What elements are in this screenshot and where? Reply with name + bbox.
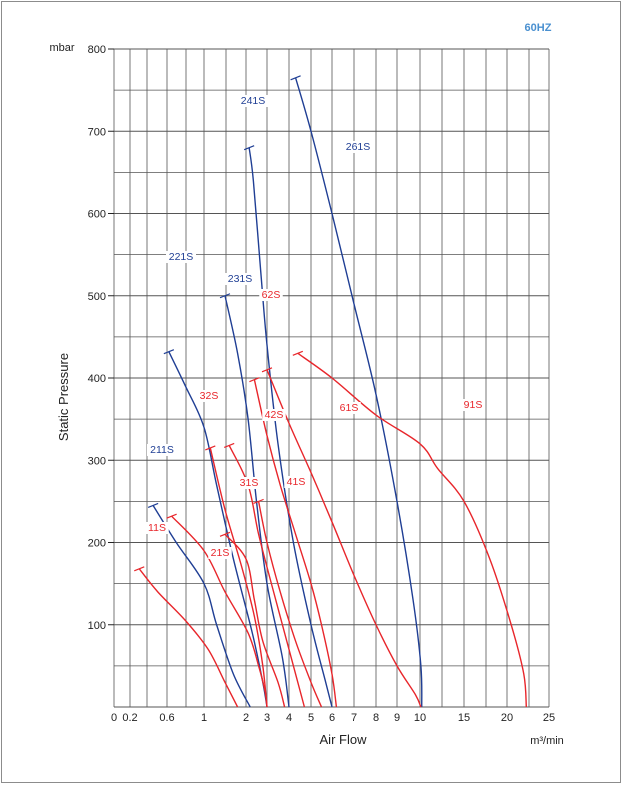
curve-231S bbox=[224, 295, 290, 708]
y-tick-label-300: 300 bbox=[88, 455, 106, 467]
y-tick-label-200: 200 bbox=[88, 538, 106, 550]
x-tick-label-4: 4 bbox=[286, 712, 292, 724]
curve-marker-61S bbox=[261, 367, 273, 373]
curve-label-221S: 221S bbox=[169, 251, 194, 263]
curve-label-21S: 21S bbox=[211, 547, 230, 559]
x-tick-label-5: 5 bbox=[308, 712, 314, 724]
curve-label-61S: 61S bbox=[340, 402, 359, 414]
curve-marker-231S bbox=[219, 293, 231, 299]
curve-marker-221S bbox=[163, 349, 175, 355]
curve-label-bg-21S bbox=[208, 547, 232, 559]
y-tick-label-400: 400 bbox=[88, 373, 106, 385]
curve-211S bbox=[152, 505, 251, 708]
curve-label-261S: 261S bbox=[346, 141, 371, 153]
performance-curves bbox=[134, 75, 528, 708]
x-tick-label-6: 6 bbox=[329, 712, 335, 724]
y-tick-label-600: 600 bbox=[88, 209, 106, 221]
y-tick-label-500: 500 bbox=[88, 291, 106, 303]
x-tick-label-7: 7 bbox=[351, 712, 357, 724]
curve-marker-41S bbox=[253, 498, 264, 504]
curve-label-42S: 42S bbox=[265, 409, 284, 421]
x-tick-label-25: 25 bbox=[543, 712, 555, 724]
curve-label-bg-211S bbox=[147, 444, 177, 456]
curve-label-bg-42S bbox=[262, 409, 286, 421]
x-unit-label: m³/min bbox=[530, 735, 564, 747]
curve-label-11S: 11S bbox=[148, 522, 166, 534]
y-tick-labels: 100 200 300 400 500 600 700 800 bbox=[88, 44, 106, 632]
curve-221S bbox=[168, 351, 268, 708]
curve-label-bg-31S bbox=[237, 477, 261, 489]
y-unit-label: mbar bbox=[49, 42, 74, 54]
curve-marker-62S bbox=[249, 377, 260, 383]
curve-label-231S: 231S bbox=[228, 273, 253, 285]
x-tick-label-0.2: 0.2 bbox=[122, 712, 137, 724]
curve-261S bbox=[294, 77, 423, 708]
curve-label-41S: 41S bbox=[287, 476, 306, 488]
curve-label-bg-241S bbox=[238, 95, 268, 107]
curve-label-211S: 211S bbox=[150, 444, 174, 456]
curve-31S bbox=[224, 533, 286, 708]
curve-62S bbox=[253, 379, 338, 708]
curve-label-bg-62S bbox=[259, 289, 283, 301]
curve-91S bbox=[297, 352, 528, 708]
curve-label-62S: 62S bbox=[262, 289, 281, 301]
curve-label-bg-11S bbox=[145, 522, 169, 534]
x-tick-label-3: 3 bbox=[264, 712, 270, 724]
curve-label-bg-231S bbox=[225, 273, 255, 285]
x-tick-label-2: 2 bbox=[243, 712, 249, 724]
y-tick-label-700: 700 bbox=[88, 126, 106, 138]
y-tick-label-100: 100 bbox=[88, 620, 106, 632]
curve-marker-21S bbox=[166, 513, 177, 519]
x-tick-label-9: 9 bbox=[394, 712, 400, 724]
grid-lines bbox=[108, 48, 550, 708]
frequency-badge: 60HZ bbox=[525, 22, 552, 34]
curve-label-bg-91S bbox=[461, 399, 485, 411]
curve-label-bg-41S bbox=[284, 476, 308, 488]
curve-marker-32S bbox=[205, 445, 216, 451]
curve-label-bg-261S bbox=[343, 141, 373, 153]
curve-32S bbox=[209, 447, 268, 708]
curve-marker-241S bbox=[243, 145, 255, 151]
x-tick-label-1: 1 bbox=[201, 712, 207, 724]
x-tick-labels: 0 0.2 0.6 1 2 3 4 5 6 7 8 9 10 15 20 25 bbox=[111, 712, 555, 724]
y-axis-title: Static Pressure bbox=[56, 353, 71, 441]
curve-label-91S: 91S bbox=[464, 399, 483, 411]
curve-label-bg-61S bbox=[337, 402, 361, 414]
curve-marker-211S bbox=[147, 502, 159, 509]
x-tick-label-10: 10 bbox=[414, 712, 426, 724]
x-axis-title: Air Flow bbox=[320, 732, 368, 747]
curve-61S bbox=[266, 369, 422, 708]
curve-marker-42S bbox=[223, 442, 235, 449]
curve-marker-91S bbox=[292, 350, 304, 356]
curve-label-bg-32S bbox=[197, 390, 221, 402]
curve-11S bbox=[138, 568, 239, 708]
curve-marker-11S bbox=[134, 566, 145, 572]
x-tick-label-0.6: 0.6 bbox=[159, 712, 174, 724]
x-tick-label-20: 20 bbox=[501, 712, 513, 724]
curve-marker-261S bbox=[290, 75, 301, 81]
x-tick-label-8: 8 bbox=[373, 712, 379, 724]
curve-41S bbox=[257, 501, 323, 708]
curve-label-241S: 241S bbox=[241, 95, 266, 107]
curve-241S bbox=[248, 147, 333, 708]
x-tick-label-15: 15 bbox=[458, 712, 470, 724]
y-tick-label-800: 800 bbox=[88, 44, 106, 56]
curve-marker-31S bbox=[219, 531, 231, 537]
x-tick-label-0: 0 bbox=[111, 712, 117, 724]
curve-labels: 211S 221S 231S 241S 261S 11S 21S 31S 32S 41S 42S 61… bbox=[145, 95, 485, 559]
curve-label-32S: 32S bbox=[200, 390, 219, 402]
curve-label-31S: 31S bbox=[240, 477, 259, 489]
curve-label-bg-221S bbox=[166, 251, 196, 263]
